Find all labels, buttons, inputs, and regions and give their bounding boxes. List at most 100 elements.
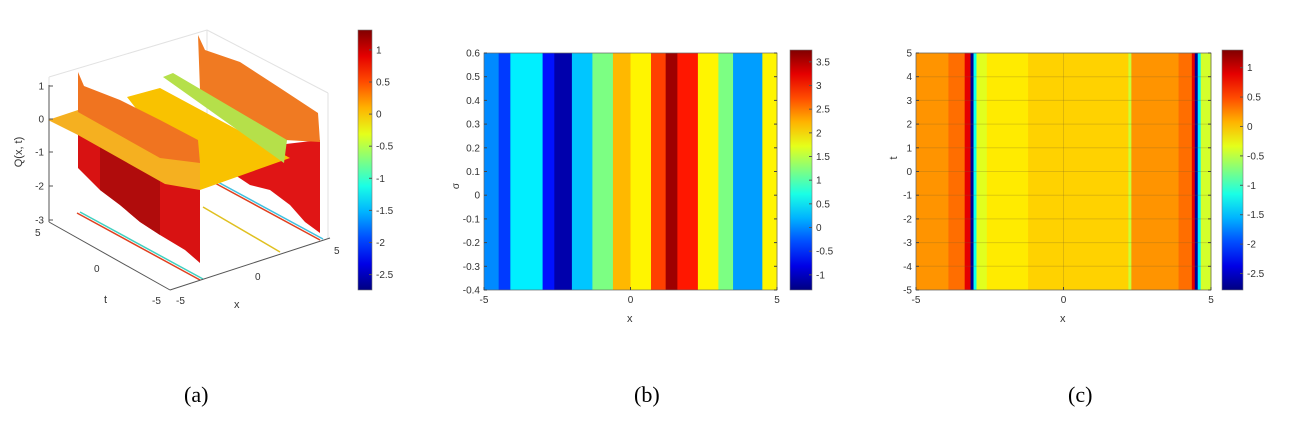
y-tick-label: -0.4 (463, 286, 481, 297)
x-axis-label: x (234, 299, 240, 311)
colorbar-tick-label: 3 (816, 81, 822, 92)
x-axis-label: x (1060, 313, 1066, 325)
colorbar-tick-label: 3.5 (816, 57, 830, 68)
y-tick-label: -5 (903, 286, 912, 297)
y-tick-label: -0.2 (463, 238, 481, 249)
axes-lines (48, 85, 331, 291)
colorbar-fill (789, 49, 813, 291)
y-tick-label: 3 (906, 96, 912, 107)
y-axis-label: σ (451, 182, 462, 189)
x-tick-label: 5 (334, 246, 340, 257)
heatmap-stripe (510, 53, 544, 290)
heatmap-stripe (1178, 53, 1193, 290)
surface-left-ridge (78, 72, 200, 163)
heatmap-stripe (677, 53, 699, 290)
y-tick-label: 0.4 (466, 96, 480, 107)
y-tick-label: 2 (906, 120, 912, 131)
z-tick-labels: 1 0 -1 -2 -3 (35, 82, 53, 227)
t-tick-label: -5 (152, 296, 161, 307)
y-tick-label: -0.1 (463, 214, 481, 225)
colorbar-tick-label: 2 (816, 128, 822, 139)
heatmap-stripe (571, 53, 593, 290)
heatmap-stripe (948, 53, 966, 290)
z-tick-label: -1 (35, 148, 44, 159)
panel-a: 1 0 -1 -2 -3 5 0 -5 -5 0 5 t x Q(x, t) 1 0.5 0… (13, 29, 394, 407)
heatmap-stripe (665, 53, 678, 290)
colorbar-tick-label: -1 (816, 270, 825, 281)
colorbar-tick-label: 2.5 (816, 105, 830, 116)
heatmap-stripe (1197, 53, 1202, 290)
heatmap-stripe (1200, 53, 1212, 290)
z-tick-label: -2 (35, 182, 44, 193)
heatmap-stripe (612, 53, 631, 290)
heatmap-stripe (592, 53, 614, 290)
heatmap-stripe (970, 53, 975, 290)
colorbar-tick-label: -2 (376, 238, 385, 249)
heatmap-stripe (1194, 53, 1199, 290)
y-tick-label: 0 (474, 191, 480, 202)
panel-label-c: (c) (1068, 382, 1092, 407)
y-tick-label: 4 (906, 72, 912, 83)
colorbar-a: 1 0.5 0 -0.5 -1 -1.5 -2 -2.5 (357, 29, 394, 291)
heatmap-b: 0.6 0.5 0.4 0.3 0.2 0.1 0 -0.1 -0.2 -0.3 -0.4-5 0 5 (463, 49, 780, 307)
panel-label-a: (a) (184, 382, 208, 407)
colorbar-tick-label: -2.5 (1247, 269, 1265, 280)
y-tick-label: -0.3 (463, 262, 481, 273)
surface-green-strip (163, 73, 287, 163)
heatmap-stripe (1191, 53, 1196, 290)
y-tick-label: -3 (903, 238, 912, 249)
colorbar-tick-label: 1.5 (816, 152, 830, 163)
colorbar-tick-label: 0.5 (816, 199, 830, 210)
colorbar-tick-label: 1 (816, 176, 822, 187)
heatmap-stripe (542, 53, 555, 290)
colorbar-tick-label: -1 (1247, 181, 1256, 192)
heatmap-stripe (484, 53, 500, 290)
y-tick-label: 0 (906, 167, 912, 178)
surface-middle-plane (127, 88, 290, 190)
heatmap-stripe (964, 53, 972, 290)
colorbar-tick-label: -1.5 (1247, 210, 1265, 221)
colorbar-fill (357, 29, 373, 291)
y-tick-label: -2 (903, 214, 912, 225)
heatmap-stripe (1028, 53, 1129, 290)
heatmap-stripe (986, 53, 1029, 290)
colorbar-tick-label: 1 (1247, 63, 1253, 74)
y-tick-label: 0.2 (466, 143, 480, 154)
colorbar-tick-label: -0.5 (1247, 151, 1265, 162)
colorbar-tick-label: -1 (376, 174, 385, 185)
surface (48, 35, 320, 263)
colorbar-tick-label: 0.5 (1247, 93, 1261, 104)
x-tick-label: -5 (480, 295, 489, 306)
colorbar-tick-label: 0.5 (376, 78, 390, 89)
heatmap-stripe (916, 53, 949, 290)
surface-left-plane (48, 110, 200, 190)
x-tick-label: 0 (628, 295, 634, 306)
colorbar-c: 1 0.5 0 -0.5 -1 -1.5 -2 -2.5 (1221, 49, 1265, 291)
z-tick-label: 0 (38, 115, 44, 126)
surface-right-ridge (198, 35, 320, 142)
heatmap-c: 5 4 3 2 1 0 -1 -2 -3 -4 -5-5 0 5 (903, 49, 1214, 307)
heatmap-stripe (973, 53, 977, 290)
colorbar-tick-label: 0 (376, 110, 382, 121)
heatmap-stripe (976, 53, 988, 290)
y-tick-label: 0.6 (466, 49, 480, 60)
heatmap-stripe (733, 53, 763, 290)
t-tick-label: 0 (94, 264, 100, 275)
x-tick-label: 0 (255, 272, 261, 283)
y-tick-label: -1 (903, 191, 912, 202)
colorbar-tick-label: 0 (816, 223, 822, 234)
x-axis-label: x (627, 313, 633, 325)
x-tick-label: -5 (176, 296, 185, 307)
z-axis-label: Q(x, t) (13, 137, 25, 168)
y-tick-label: 0.1 (466, 167, 480, 178)
z-tick-label: -3 (35, 216, 44, 227)
y-tick-label: 0.3 (466, 120, 480, 131)
panel-label-b: (b) (634, 382, 660, 407)
heatmap-stripe (630, 53, 652, 290)
colorbar-b: 3.5 3 2.5 2 1.5 1 0.5 0 -0.5 -1 (789, 49, 834, 291)
heatmap-stripe (651, 53, 667, 290)
colorbar-tick-label: -1.5 (376, 206, 394, 217)
floor-lines (76, 180, 324, 281)
x-tick-label: 0 (1061, 295, 1067, 306)
